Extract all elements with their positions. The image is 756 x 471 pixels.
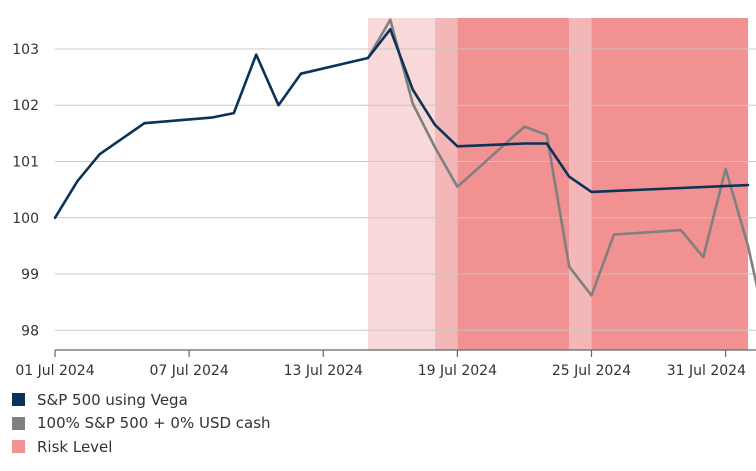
- legend: S&P 500 using Vega 100% S&P 500 + 0% USD…: [12, 388, 271, 459]
- series-line-1: [366, 18, 756, 297]
- y-gridlines: [55, 48, 756, 331]
- legend-item-risk-level: Risk Level: [12, 435, 271, 459]
- risk-band-0: [367, 18, 436, 350]
- risk-bands: [367, 18, 748, 350]
- series-lines: [53, 18, 756, 297]
- y-tick-label: 99: [21, 267, 39, 283]
- x-tick-label: 19 Jul 2024: [418, 363, 497, 379]
- legend-item-sp500: 100% S&P 500 + 0% USD cash: [12, 412, 271, 436]
- risk-band-1: [435, 18, 458, 350]
- y-tick-label: 101: [12, 154, 39, 170]
- x-axis: 01 Jul 2024 07 Jul 2024 13 Jul 2024 19 Jul …: [15, 349, 756, 379]
- x-tick-label: 01 Jul 2024: [15, 363, 94, 379]
- legend-swatch-risk-level: [12, 440, 25, 454]
- x-tick-label: 25 Jul 2024: [552, 363, 631, 379]
- x-tick-label: 31 Jul 2024: [667, 363, 746, 379]
- risk-band-2: [457, 18, 570, 350]
- risk-band-4: [591, 18, 748, 350]
- legend-swatch-sp500: [12, 416, 25, 430]
- line-chart: 01 Jul 2024 07 Jul 2024 13 Jul 2024 19 Jul …: [12, 18, 756, 379]
- legend-swatch-vega: [12, 393, 25, 407]
- legend-label-sp500: 100% S&P 500 + 0% USD cash: [37, 414, 271, 433]
- y-tick-label: 100: [12, 211, 39, 227]
- y-axis: 98 99 100 101 102 103: [12, 42, 39, 339]
- legend-item-vega: S&P 500 using Vega: [12, 388, 271, 412]
- x-tick-label: 13 Jul 2024: [284, 363, 363, 379]
- series-line-0: [53, 28, 750, 220]
- y-tick-label: 98: [21, 323, 39, 339]
- y-tick-label: 102: [12, 98, 39, 114]
- legend-label-vega: S&P 500 using Vega: [37, 390, 188, 409]
- x-tick-label: 07 Jul 2024: [150, 363, 229, 379]
- legend-label-risk-level: Risk Level: [37, 437, 113, 456]
- y-tick-label: 103: [12, 42, 39, 58]
